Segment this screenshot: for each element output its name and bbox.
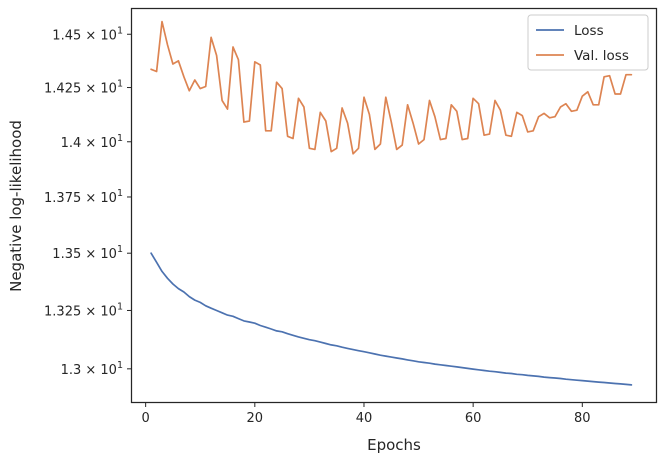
x-tick-label: 80 <box>574 411 591 426</box>
y-tick-label: 1.325 × 101 <box>44 301 123 319</box>
y-tick-label: 1.375 × 101 <box>44 188 123 206</box>
x-tick-label: 40 <box>356 411 373 426</box>
legend-label-loss: Loss <box>574 23 604 39</box>
y-axis: 1.3 × 101 1.325 × 101 1.35 × 101 1.375 × 10… <box>44 25 132 378</box>
y-tick-label: 1.3 × 101 <box>61 360 123 378</box>
x-tick-label: 60 <box>465 411 482 426</box>
series-layer <box>150 20 633 386</box>
series-line-loss <box>150 252 633 386</box>
legend-label-val-loss: Val. loss <box>574 48 629 64</box>
series-line-val-loss <box>150 20 633 155</box>
x-axis: 0 20 40 60 80 <box>142 402 591 426</box>
legend: Loss Val. loss <box>527 14 649 71</box>
plot-frame <box>130 7 658 404</box>
legend-box <box>527 14 649 71</box>
y-tick-label: 1.425 × 101 <box>44 79 123 97</box>
x-tick-label: 20 <box>247 411 264 426</box>
x-axis-title: Epochs <box>367 436 421 454</box>
y-tick-label: 1.35 × 101 <box>52 244 123 262</box>
y-tick-label: 1.4 × 101 <box>61 133 123 151</box>
x-tick-label: 0 <box>142 411 150 426</box>
y-axis-title: Negative log-likelihood <box>7 120 25 292</box>
y-tick-label: 1.45 × 101 <box>52 25 123 43</box>
